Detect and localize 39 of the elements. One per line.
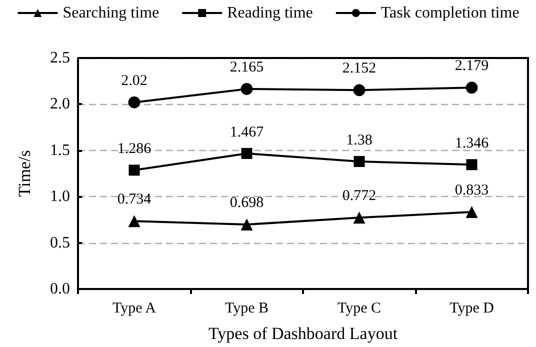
x-axis-title: Types of Dashboard Layout	[208, 324, 398, 343]
y-tick-label: 1.5	[50, 142, 70, 159]
y-tick-label: 2.5	[50, 50, 70, 66]
point	[354, 156, 365, 167]
data-label: 0.772	[342, 188, 376, 204]
data-label: 2.02	[121, 72, 148, 89]
data-label: 1.38	[346, 132, 372, 148]
y-tick-label: 0.0	[50, 280, 70, 298]
y-tick-label: 0.5	[50, 234, 70, 252]
point	[240, 82, 253, 95]
point	[466, 82, 478, 94]
x-tick-label: Type C	[337, 300, 382, 316]
point	[240, 218, 253, 231]
legend-label: Task completion time	[380, 4, 520, 22]
x-tick-label: Type A	[112, 300, 156, 316]
point	[241, 148, 252, 159]
legend-label: Reading time	[227, 4, 313, 22]
legend-label: Searching time	[62, 4, 160, 22]
y-tick-label: 2.0	[50, 96, 70, 113]
y-tick-label: 1.0	[50, 188, 70, 206]
data-label: 0.734	[117, 192, 152, 208]
data-label: 1.346	[454, 136, 490, 152]
point	[128, 96, 140, 108]
x-tick-label: Type B	[224, 300, 269, 316]
y-axis-title: Time/s	[15, 150, 34, 197]
data-label: 1.286	[117, 141, 152, 158]
data-label: 2.165	[230, 59, 264, 76]
data-label: 0.698	[230, 195, 264, 212]
data-label: 2.179	[454, 58, 489, 74]
point	[466, 206, 478, 218]
data-label: 1.467	[230, 124, 264, 140]
point	[466, 159, 478, 170]
data-label: 0.833	[454, 182, 489, 199]
point	[128, 164, 140, 176]
point	[353, 84, 366, 96]
point	[128, 215, 140, 228]
x-tick-label: Type D	[450, 300, 494, 316]
data-label: 2.152	[342, 60, 376, 77]
point	[353, 212, 366, 224]
